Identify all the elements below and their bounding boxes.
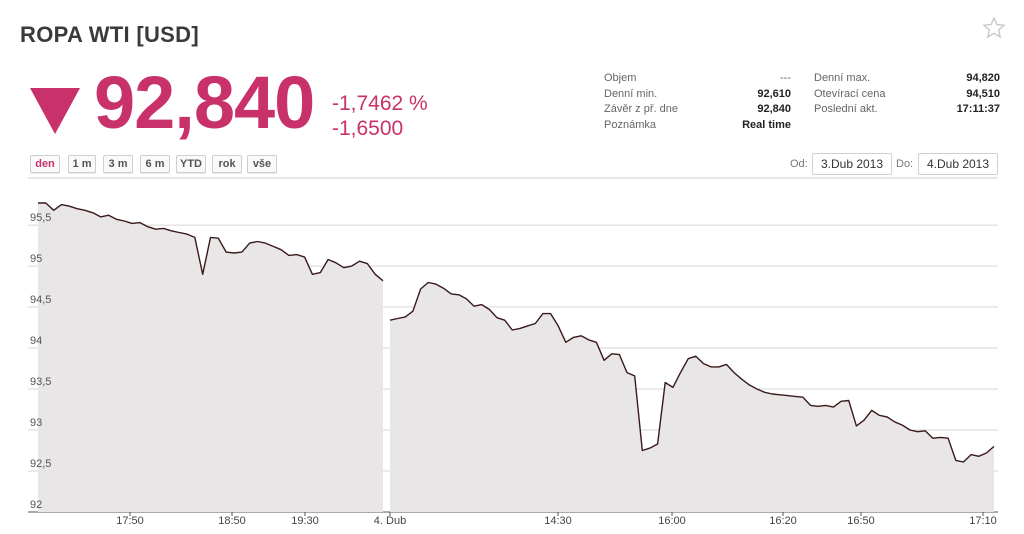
date-to-field[interactable]: 4.Dub 2013: [918, 153, 998, 175]
stat-label: Denní min.: [604, 87, 658, 100]
range-button-ytd[interactable]: YTD: [176, 155, 206, 173]
range-button-all[interactable]: vše: [247, 155, 277, 173]
x-tick-label: 16:00: [658, 515, 686, 527]
x-tick-label: 16:20: [769, 515, 797, 527]
x-tick-label: 16:50: [847, 515, 875, 527]
y-tick-label: 93,5: [30, 376, 51, 388]
stat-row-day-min: Denní min. 92,610: [604, 87, 791, 103]
stat-value: 92,840: [757, 103, 791, 115]
stat-label: Poznámka: [604, 118, 656, 131]
range-button-6m[interactable]: 6 m: [140, 155, 170, 173]
stat-row-prev-close: Závěr z př. dne 92,840: [604, 102, 791, 118]
date-from-label: Od:: [790, 158, 808, 170]
range-button-1m[interactable]: 1 m: [68, 155, 96, 173]
stat-value: ---: [780, 72, 791, 84]
date-from-field[interactable]: 3.Dub 2013: [812, 153, 892, 175]
stat-row-open: Otevírací cena 94,510: [814, 87, 1000, 103]
stat-row-day-max: Denní max. 94,820: [814, 71, 1000, 87]
stat-label: Otevírací cena: [814, 87, 886, 100]
instrument-title: ROPA WTI [USD]: [20, 22, 199, 47]
stat-value: 94,510: [966, 87, 1000, 100]
range-button-day[interactable]: den: [30, 155, 60, 173]
stat-label: Závěr z př. dne: [604, 103, 678, 115]
stat-label: Poslední akt.: [814, 103, 878, 115]
stat-label: Denní max.: [814, 72, 871, 84]
stats-table-left: Objem --- Denní min. 92,610 Závěr z př. …: [604, 71, 791, 133]
series-area-2: [390, 282, 994, 512]
stat-row-last-update: Poslední akt. 17:11:37: [814, 102, 1000, 118]
last-price: 92,840: [94, 61, 315, 144]
x-tick-label: 18:50: [218, 515, 246, 527]
y-tick-label: 94,5: [30, 294, 51, 306]
stat-value: 94,820: [966, 72, 1000, 84]
change-absolute: -1,6500: [332, 117, 404, 140]
y-tick-label: 95,5: [30, 212, 51, 224]
y-tick-label: 95: [30, 253, 42, 265]
date-to-label: Do:: [896, 158, 914, 170]
stat-row-volume: Objem ---: [604, 71, 791, 87]
x-tick-label: 17:10: [969, 515, 997, 527]
stat-row-note: Poznámka Real time: [604, 118, 791, 134]
change-percent: -1,7462 %: [332, 92, 428, 115]
y-tick-label: 93: [30, 417, 42, 429]
series-line-1: [38, 202, 384, 282]
x-tick-label: 4. Dub: [374, 515, 406, 527]
stat-value: 92,610: [757, 87, 791, 100]
series-line-2: [389, 281, 995, 463]
range-button-3m[interactable]: 3 m: [103, 155, 133, 173]
triangle-down-icon: [30, 88, 80, 134]
stat-value: 17:11:37: [956, 103, 1000, 115]
star-outline-icon[interactable]: [982, 16, 1006, 40]
x-tick-label: 19:30: [291, 515, 319, 527]
range-button-year[interactable]: rok: [212, 155, 242, 173]
y-tick-label: 94: [30, 335, 42, 347]
y-tick-label: 92: [30, 499, 42, 511]
stat-value: Real time: [742, 118, 791, 131]
x-tick-label: 14:30: [544, 515, 572, 527]
y-tick-label: 92,5: [30, 458, 51, 470]
stats-table-right: Denní max. 94,820 Otevírací cena 94,510 …: [814, 71, 1000, 118]
stat-label: Objem: [604, 72, 637, 84]
x-tick-label: 17:50: [116, 515, 144, 527]
series-area-1: [38, 203, 383, 512]
